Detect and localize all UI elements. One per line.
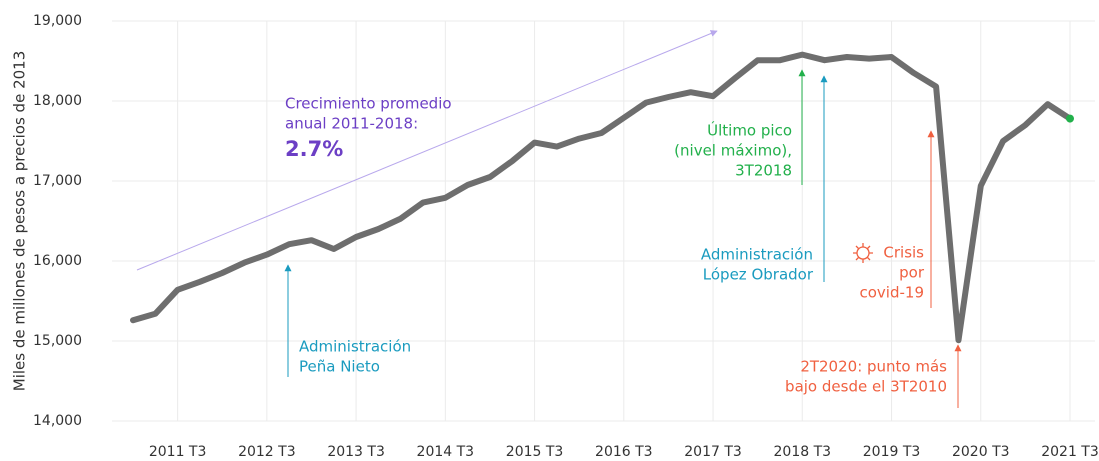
- annotation-text: 2T2020: punto más: [800, 358, 947, 376]
- y-tick-label: 18,000: [33, 93, 82, 109]
- x-tick-label: 2013 T3: [327, 444, 385, 460]
- x-tick-label: 2017 T3: [684, 444, 742, 460]
- annotation-text: anual 2011-2018:: [285, 115, 418, 133]
- covid-icon: [853, 243, 873, 263]
- last-point: [1066, 114, 1074, 123]
- annotation-text: 2.7%: [285, 137, 343, 161]
- annotation-text: bajo desde el 3T2010: [785, 378, 947, 396]
- x-tick-label: 2011 T3: [149, 444, 207, 460]
- series-line: [130, 51, 1073, 344]
- annotation-text: por: [899, 264, 925, 282]
- y-tick-label: 19,000: [33, 13, 82, 29]
- x-tick-label: 2016 T3: [595, 444, 653, 460]
- x-tick-label: 2014 T3: [417, 444, 475, 460]
- y-tick-label: 16,000: [33, 253, 82, 269]
- x-tick-label: 2012 T3: [238, 444, 296, 460]
- annotation-text: covid-19: [860, 284, 925, 302]
- annotation-text: Crisis: [883, 244, 924, 262]
- annotation-text: López Obrador: [703, 266, 814, 284]
- x-tick-label: 2019 T3: [863, 444, 921, 460]
- y-tick-label: 15,000: [33, 333, 82, 349]
- y-tick-label: 14,000: [33, 413, 82, 429]
- annotation-text: Crecimiento promedio: [285, 95, 452, 113]
- annotation-text: 3T2018: [735, 162, 792, 180]
- annotation-text: Último pico: [707, 121, 792, 140]
- annotation-text: Administración: [299, 338, 411, 356]
- annotation-text: (nivel máximo),: [674, 142, 792, 160]
- x-tick-label: 2018 T3: [774, 444, 832, 460]
- y-axis-label: Miles de millones de pesos a precios de …: [11, 51, 29, 391]
- annotation-text: Peña Nieto: [299, 358, 380, 376]
- y-tick-label: 17,000: [33, 173, 82, 189]
- annotation-arrow: [136, 30, 718, 271]
- annotation-text: Administración: [701, 246, 813, 264]
- x-tick-label: 2015 T3: [506, 444, 564, 460]
- x-tick-label: 2021 T3: [1041, 444, 1099, 460]
- x-tick-label: 2020 T3: [952, 444, 1010, 460]
